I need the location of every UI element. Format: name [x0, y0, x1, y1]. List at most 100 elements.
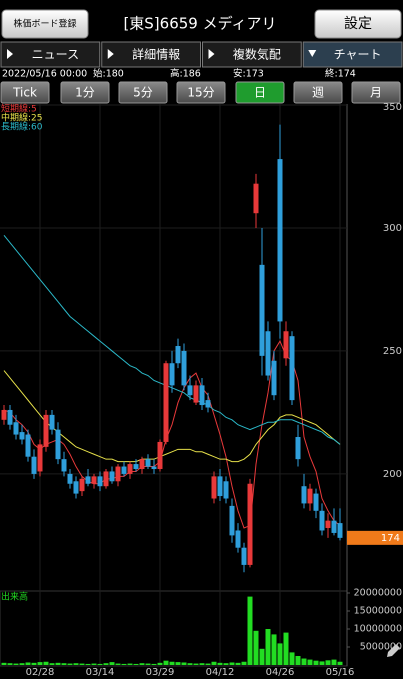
volume-bar — [253, 630, 259, 665]
volume-bar — [331, 659, 337, 665]
candle-body — [73, 481, 79, 494]
candle-body — [121, 466, 127, 474]
x-tick-label: 04/26 — [266, 667, 295, 678]
settings-button[interactable] — [314, 9, 402, 39]
volume-bar — [235, 662, 241, 665]
volume-bar — [223, 663, 229, 665]
volume-bar — [1, 662, 7, 665]
period-button[interactable] — [235, 81, 285, 104]
candle-body — [307, 488, 313, 504]
volume-bar — [67, 663, 73, 665]
volume-bar — [115, 663, 121, 665]
tab[interactable] — [0, 41, 101, 68]
candle-body — [55, 429, 61, 460]
candle-body — [301, 486, 307, 504]
y-tick-label: 10000000 — [354, 624, 402, 635]
tab-label: 詳細情報 — [132, 47, 180, 62]
candle-body — [25, 434, 31, 457]
volume-bar — [319, 661, 325, 665]
pencil-icon[interactable] — [387, 644, 400, 657]
board-button-label: 株価ボード登録 — [13, 18, 76, 30]
candle-body — [43, 414, 49, 447]
candle-body — [235, 530, 241, 548]
period-button[interactable] — [176, 81, 226, 104]
volume-bar — [229, 662, 235, 665]
period-label: 1分 — [75, 86, 95, 100]
candle-body — [241, 547, 247, 565]
volume-bar — [19, 663, 25, 665]
tab[interactable] — [101, 41, 201, 68]
volume-bar — [133, 663, 139, 665]
tab[interactable] — [202, 41, 302, 68]
period-label: 15分 — [187, 86, 214, 100]
info-datetime: 2022/05/16 00:00 — [2, 69, 87, 80]
period-button[interactable] — [60, 81, 110, 104]
volume-bar — [211, 661, 217, 665]
volume-bar — [271, 634, 277, 665]
candle-body — [187, 385, 193, 396]
period-button[interactable] — [293, 81, 343, 104]
volume-bar — [7, 663, 13, 665]
period-label: 月 — [370, 86, 382, 100]
volume-bar — [13, 663, 19, 665]
volume-bar — [139, 663, 145, 665]
volume-bar — [325, 660, 331, 665]
volume-bar — [277, 643, 283, 665]
legend-entry: 短期線:5 — [1, 103, 37, 115]
legend-entry: 長期線:60 — [1, 121, 43, 133]
candle-body — [79, 478, 85, 492]
x-tick-label: 02/28 — [26, 667, 55, 678]
candle-body — [103, 471, 109, 487]
volume-bar — [169, 661, 175, 665]
volume-bar — [199, 663, 205, 665]
candle-body — [319, 510, 325, 531]
volume-bar — [217, 662, 223, 665]
candle-body — [67, 473, 73, 484]
volume-bar — [289, 652, 295, 665]
volume-bar — [145, 663, 151, 665]
candle-body — [277, 159, 283, 322]
volume-bar — [295, 656, 301, 665]
candle-body — [37, 444, 43, 472]
volume-bar — [265, 629, 271, 665]
y-tick-label: 15000000 — [354, 606, 402, 617]
period-button[interactable] — [118, 81, 168, 104]
candle-body — [313, 493, 319, 511]
candle-body — [151, 466, 157, 469]
tab-label: 複数気配 — [233, 47, 281, 62]
board-button[interactable] — [1, 9, 89, 39]
volume-bar — [313, 660, 319, 665]
volume-title: 出来高 — [1, 591, 28, 603]
candle-body — [31, 456, 37, 474]
volume-bar — [61, 663, 67, 665]
candle-body — [331, 520, 337, 533]
period-label: Tick — [12, 86, 37, 100]
candle-body — [85, 476, 91, 484]
period-button[interactable] — [351, 81, 401, 104]
candle-body — [259, 264, 265, 356]
candle-body — [295, 437, 301, 460]
y-tick-label: 300 — [383, 223, 402, 234]
volume-bar — [31, 662, 37, 665]
tab[interactable] — [302, 41, 403, 68]
candle-body — [1, 409, 7, 420]
info-low: 安:173 — [233, 68, 264, 80]
volume-bar — [241, 661, 247, 665]
period-label: 5分 — [133, 86, 153, 100]
volume-bar — [157, 662, 163, 665]
period-label: 日 — [254, 86, 266, 100]
candle-body — [199, 385, 205, 406]
y-tick-label: 350 — [383, 102, 402, 113]
candle-body — [139, 459, 145, 469]
candle-body — [109, 471, 115, 482]
tab-arrow — [107, 49, 114, 59]
volume-bar — [151, 663, 157, 665]
period-label: 週 — [312, 86, 324, 100]
period-button[interactable] — [0, 81, 50, 104]
info-open: 始:180 — [93, 68, 124, 80]
y-tick-label: 200 — [383, 469, 402, 480]
candle-body — [169, 363, 175, 386]
candle-body — [61, 459, 67, 472]
last-price-tag — [347, 530, 403, 545]
y-tick-label: 250 — [383, 346, 402, 357]
